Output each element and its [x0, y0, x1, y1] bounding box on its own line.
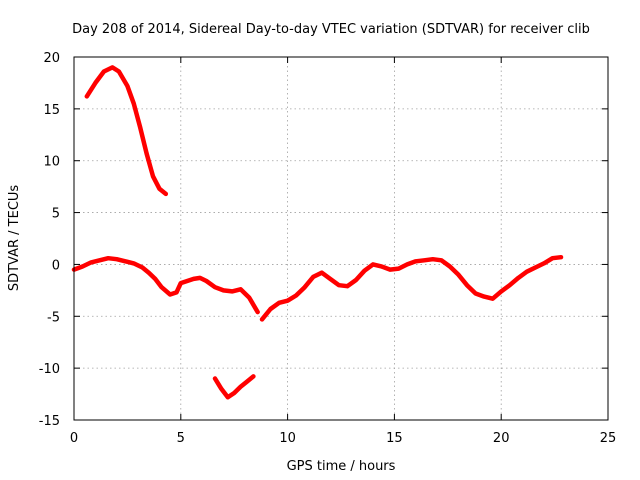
series-line-arc-main-2 — [259, 254, 564, 322]
y-tick-labels: -15 -10 -5 0 5 10 15 20 — [39, 51, 60, 429]
y-axis-label: SDTVAR / TECUs — [7, 185, 22, 292]
x-axis-label: GPS time / hours — [287, 459, 396, 474]
y-tick-label: 20 — [43, 51, 60, 66]
grid — [74, 57, 608, 420]
x-tick-label: 5 — [177, 431, 185, 446]
x-tick-label: 10 — [279, 431, 296, 446]
plot-frame — [73, 56, 609, 421]
series-line-arc-high — [84, 65, 169, 197]
y-tick-label: 0 — [52, 258, 60, 273]
series-layer — [71, 65, 564, 400]
tick-marks — [73, 56, 609, 421]
y-tick-label: -10 — [39, 362, 60, 377]
x-tick-labels: 0 5 10 15 20 25 — [70, 431, 616, 446]
x-tick-label: 20 — [493, 431, 510, 446]
y-tick-label: 10 — [43, 155, 60, 170]
y-tick-label: 15 — [43, 103, 60, 118]
series-line-arc-low — [212, 374, 256, 400]
x-tick-label: 25 — [600, 431, 617, 446]
y-tick-label: -5 — [47, 310, 60, 325]
x-tick-label: 15 — [386, 431, 403, 446]
series-line-arc-main-1 — [71, 255, 260, 315]
x-tick-label: 0 — [70, 431, 78, 446]
y-tick-label: 5 — [52, 207, 60, 222]
chart-title: Day 208 of 2014, Sidereal Day-to-day VTE… — [72, 22, 590, 37]
y-tick-label: -15 — [39, 414, 60, 429]
